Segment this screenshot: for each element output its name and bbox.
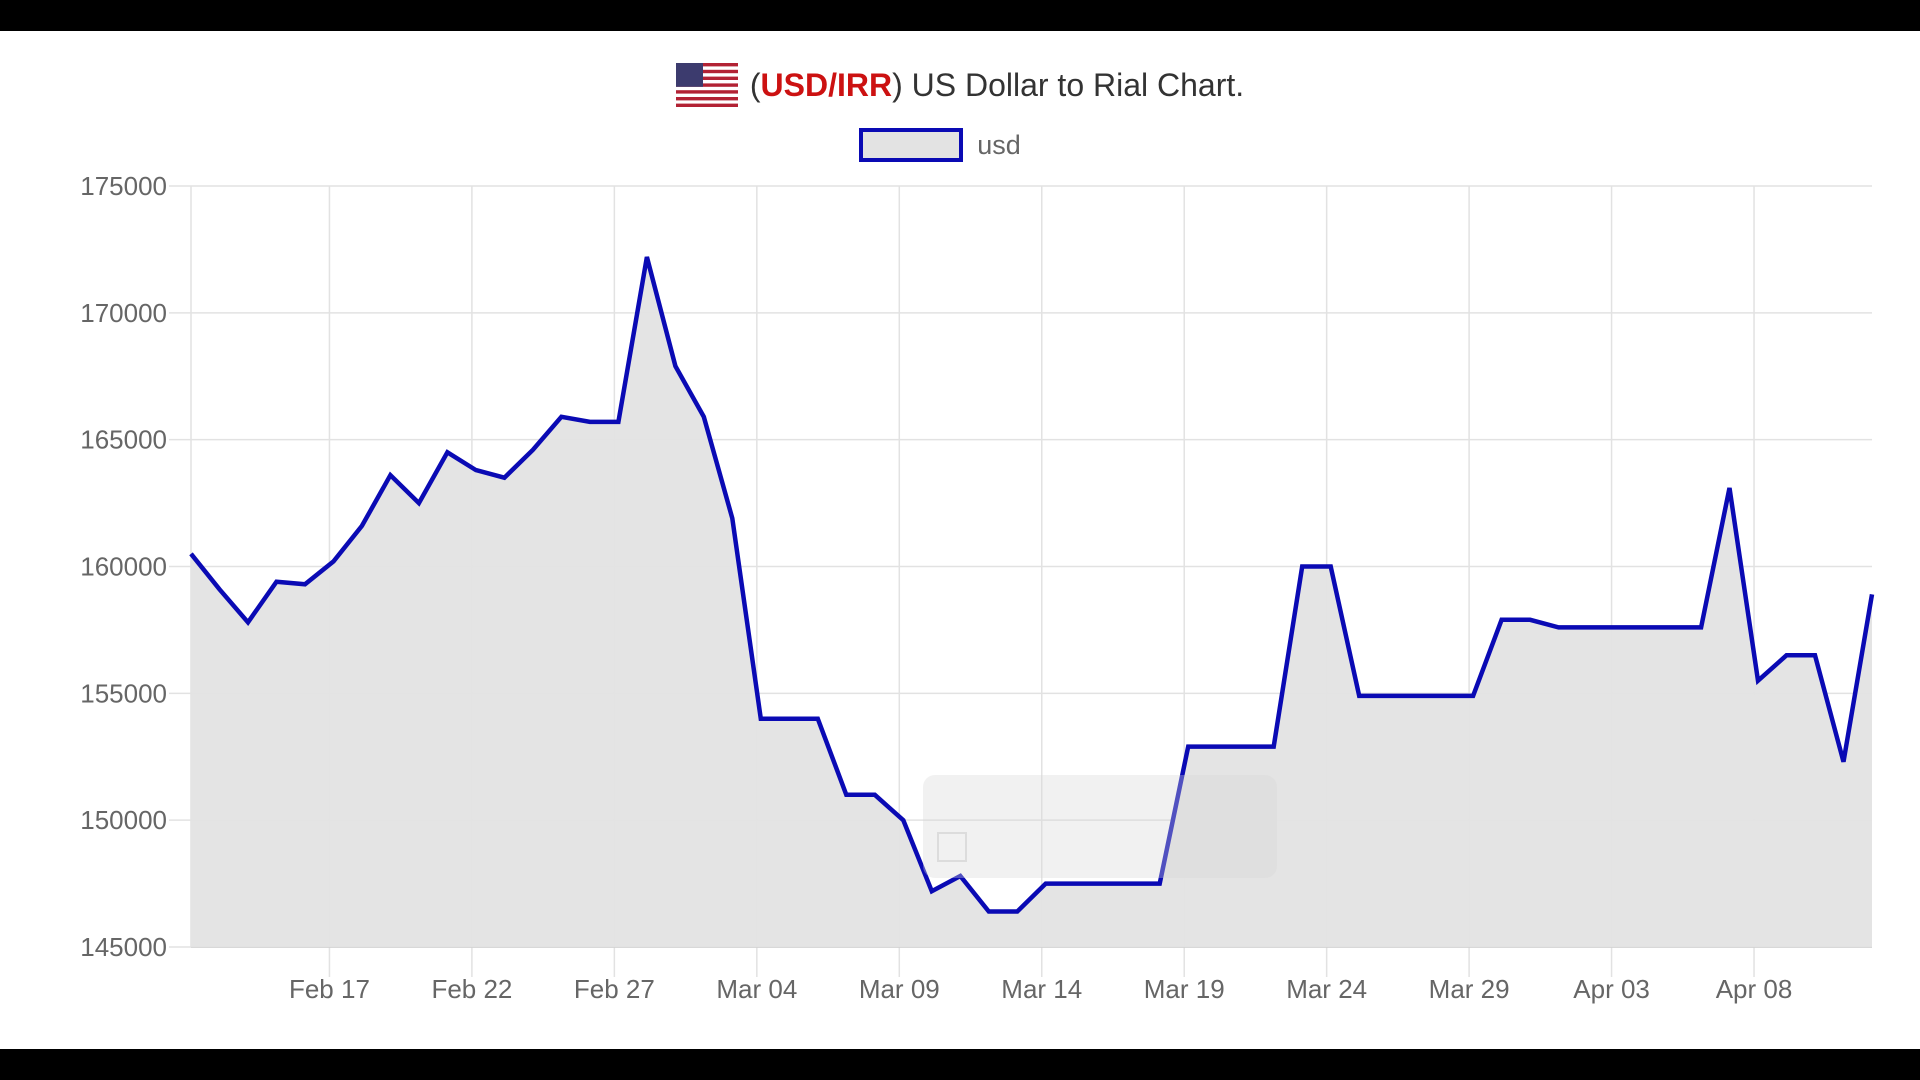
us-flag-icon [675, 63, 738, 107]
x-tick-label: Mar 09 [859, 974, 940, 1004]
tooltip-fading [923, 775, 1277, 878]
data-line-usd[interactable] [189, 256, 1875, 914]
x-tick-label: Mar 29 [1429, 974, 1510, 1004]
y-axis: 175000 170000 165000 160000 155000 150000 1450… [80, 171, 167, 962]
title-paren-close: ) [892, 67, 903, 103]
x-axis: Feb 17 Feb 22 Feb 27 Mar 04 Mar 09 Mar 14 Mar … [289, 974, 1792, 1004]
x-tick-label: Mar 04 [716, 974, 797, 1004]
y-tick-label: 145000 [80, 932, 167, 962]
y-tick-label: 160000 [80, 552, 167, 582]
y-tick-label: 175000 [80, 171, 167, 201]
x-tick-label: Apr 03 [1573, 974, 1650, 1004]
letterbox-top [0, 0, 1920, 31]
area-fill [191, 257, 1872, 947]
chart-title: (USD/IRR) US Dollar to Rial Chart. [0, 60, 1920, 110]
y-tick-label: 150000 [80, 805, 167, 835]
x-tick-label: Apr 08 [1716, 974, 1793, 1004]
title-paren-open: ( [749, 67, 761, 103]
y-tick-label: 155000 [80, 678, 167, 708]
x-tick-label: Feb 27 [574, 974, 655, 1004]
letterbox-bottom [0, 1049, 1920, 1080]
x-tick-label: Mar 19 [1144, 974, 1225, 1004]
legend-swatch[interactable] [859, 128, 964, 162]
y-tick-label: 165000 [80, 425, 167, 455]
tooltip-swatch [937, 832, 967, 862]
x-tick-label: Feb 22 [431, 974, 512, 1004]
legend-label[interactable]: usd [977, 129, 1021, 160]
legend[interactable]: usd [0, 128, 1920, 162]
x-tick-label: Mar 24 [1286, 974, 1367, 1004]
currency-pair: USD/IRR [760, 67, 893, 103]
y-tick-label: 170000 [80, 298, 167, 328]
x-tick-label: Mar 14 [1001, 974, 1082, 1004]
title-text: US Dollar to Rial Chart. [902, 67, 1245, 103]
x-tick-label: Feb 17 [289, 974, 370, 1004]
